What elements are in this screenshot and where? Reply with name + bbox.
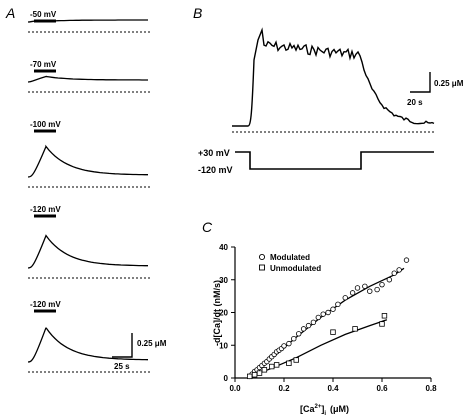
- modulated-point: [362, 283, 368, 289]
- unmodulated-point: [379, 321, 385, 327]
- panel-b-calcium-trace: [232, 27, 435, 127]
- panel-a-trace-5: [27, 327, 149, 363]
- y-tick-label: 30: [219, 276, 228, 285]
- panel-a-voltage-label-3: -100 mV: [30, 120, 61, 129]
- unmodulated-point: [246, 373, 253, 380]
- modulated-point: [396, 267, 402, 273]
- y-tick-label: 0: [224, 374, 229, 383]
- unmodulated-point: [286, 360, 292, 366]
- x-tick-label: 0.6: [376, 384, 388, 393]
- protocol-holding-label: +30 mV: [198, 148, 230, 158]
- x-axis-label-main: [Ca: [300, 404, 315, 414]
- legend-unmodulated-label: Unmodulated: [270, 264, 321, 273]
- x-axis-label: [Ca2+]i (μM): [300, 404, 349, 417]
- unmodulated-point: [251, 372, 258, 378]
- modulated-point: [367, 288, 373, 294]
- modulated-point: [296, 331, 302, 337]
- unmodulated-point: [273, 362, 280, 368]
- panel-a-voltage-label-4: -120 mV: [30, 205, 61, 214]
- unmodulated-point: [330, 329, 336, 335]
- panel-a-trace-4: [27, 234, 148, 269]
- panel-a-scale-bar: [112, 333, 133, 358]
- modulated-point: [315, 314, 321, 321]
- legend-modulated-marker: [258, 253, 266, 261]
- x-tick-label: 0.4: [327, 384, 339, 393]
- modulated-point: [291, 336, 297, 342]
- modulated-point: [325, 309, 331, 316]
- panel-a-voltage-label-5: -120 mV: [30, 300, 61, 309]
- modulated-point: [391, 270, 397, 276]
- legend-modulated-label: Modulated: [270, 253, 310, 262]
- panel-b-voltage-protocol: [235, 151, 434, 170]
- protocol-step-label: -120 mV: [198, 165, 233, 175]
- modulated-point: [300, 326, 307, 332]
- modulated-point: [281, 343, 287, 349]
- modulated-point: [403, 257, 410, 263]
- modulated-point: [320, 311, 326, 317]
- panel-a-voltage-label-1: -50 mV: [30, 10, 57, 19]
- modulated-point: [330, 306, 336, 312]
- unmodulated-point: [352, 326, 358, 332]
- panel-b-scale-x-label: 20 s: [407, 98, 423, 107]
- modulated-point: [305, 322, 312, 329]
- x-axis-label-close: ]: [321, 404, 324, 414]
- modulated-point: [386, 277, 393, 283]
- panel-b-scale-bar: [410, 72, 431, 93]
- panel-b-scale-y-label: 0.25 μM: [434, 79, 464, 88]
- x-axis-label-sup: 2+: [315, 404, 322, 410]
- panel-a-trace-3: [27, 144, 148, 178]
- unmodulated-point: [261, 367, 268, 373]
- modulated-point: [310, 319, 317, 326]
- x-axis-label-sub: i: [324, 411, 326, 417]
- panel-label-b: B: [193, 5, 202, 21]
- panel-a-scale-x-label: 25 s: [114, 362, 130, 371]
- unmodulated-point: [381, 313, 388, 319]
- legend-unmodulated-marker: [259, 264, 265, 271]
- panel-a: -50 mV -70 mV -100 mV -120 mV -120 mV: [27, 10, 150, 373]
- panel-c-chart: 0.0 0.2 0.4 0.6 0.8 0 10 20 30 40: [219, 243, 437, 393]
- panel-label-a: A: [5, 5, 15, 21]
- unmodulated-point: [293, 357, 299, 363]
- unmodulated-fit-line: [247, 319, 388, 379]
- x-tick-label: 0.2: [278, 384, 290, 393]
- modulated-point: [342, 295, 348, 301]
- unmodulated-point: [269, 363, 275, 370]
- y-tick-label: 40: [219, 243, 228, 252]
- unmodulated-point: [256, 370, 263, 376]
- y-tick-label: 20: [219, 309, 228, 318]
- x-tick-label: 0.0: [229, 384, 241, 393]
- legend: Modulated Unmodulated: [258, 253, 321, 273]
- panel-a-scale-y-label: 0.25 μM: [137, 339, 167, 348]
- modulated-point: [379, 281, 385, 288]
- x-axis-label-unit: (μM): [330, 404, 349, 414]
- modulated-point: [374, 286, 380, 293]
- modulated-point: [335, 301, 341, 308]
- modulated-point: [349, 290, 356, 296]
- y-tick-label: 10: [219, 341, 228, 350]
- x-tick-label: 0.8: [425, 384, 437, 393]
- panel-a-voltage-label-2: -70 mV: [30, 60, 57, 69]
- modulated-point: [286, 340, 292, 347]
- modulated-point: [354, 285, 361, 291]
- y-axis-label: -d[Ca]/dt (nM/s): [212, 280, 222, 346]
- panel-a-trace-2: [27, 75, 148, 83]
- panel-label-c: C: [202, 219, 213, 235]
